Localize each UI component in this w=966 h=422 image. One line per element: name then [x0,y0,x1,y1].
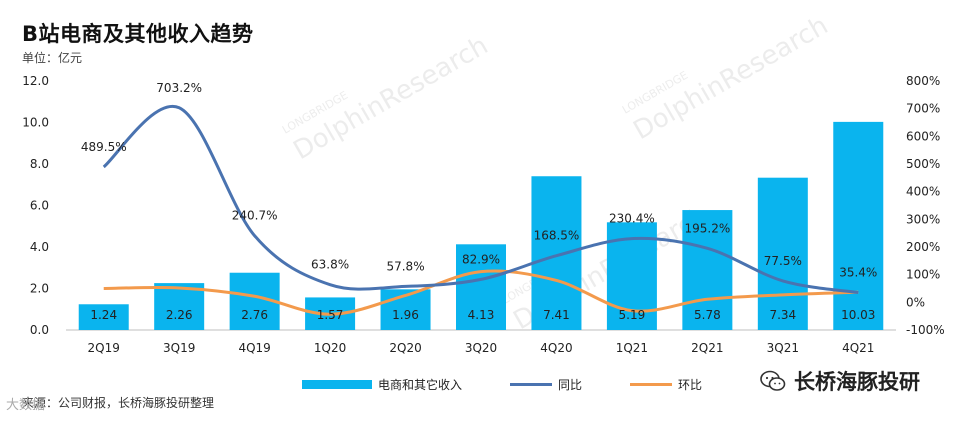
x-tick-label: 3Q21 [767,341,799,355]
chart-title: B站电商及其他收入趋势 [22,22,254,46]
x-tick-label: 4Q19 [238,341,270,355]
bar-value-label: 5.78 [694,308,721,322]
bar [78,304,129,330]
bar [682,210,733,330]
bar-value-label: 4.13 [468,308,495,322]
data-labels: 1.24 2.26 2.76 1.57 1.96 4.13 7.41 5.19 5.78 7.34… [81,81,877,322]
y-right-tick-label: 800% [906,74,940,88]
y-left-tick-label: 6.0 [30,199,49,213]
yoy-value-label: 82.9% [462,252,500,266]
yoy-value-label: 240.7% [232,209,278,223]
legend-label-yoy: 同比 [558,378,583,392]
bar-value-label: 2.76 [241,308,268,322]
legend-label-revenue: 电商和其它收入 [378,378,463,392]
y-right-tick-label: 500% [906,157,940,171]
qoq-line [103,269,859,316]
y-left-tick-label: 0.0 [30,323,49,337]
y-right-tick-label: -100% [906,323,945,337]
chart-axes: 0.0 2.0 4.0 6.0 8.0 10.0 12.0 -100% 0% 100% 200% 30… [22,74,944,355]
legend-label-qoq: 环比 [678,378,703,392]
y-right-tick-label: 0% [906,295,925,309]
yoy-value-label: 63.8% [311,258,349,272]
x-tick-label: 3Q20 [465,341,497,355]
bar-value-label: 1.96 [392,308,419,322]
brand-logo: 长桥海豚投研 [760,366,920,396]
y-right-tick-label: 100% [906,268,940,282]
legend-item-revenue: 电商和其它收入 [302,376,462,393]
y-right-tick-label: 200% [906,240,940,254]
bar [531,176,582,330]
yoy-line [102,104,859,295]
legend-item-qoq: 环比 [630,376,702,393]
bar-value-label: 7.34 [769,308,796,322]
y-right-tick-label: 300% [906,212,940,226]
x-tick-label: 2Q21 [691,341,723,355]
watermark-text-main: DolphinResearch [289,31,494,167]
y-right-tick-label: 600% [906,129,940,143]
yoy-value-label: 57.8% [386,259,424,273]
line-series [102,104,859,316]
x-tick-label: 2Q19 [88,341,120,355]
x-tick-label: 1Q21 [616,341,648,355]
bar-series [78,121,884,330]
bottom-watermark: 大数据 [6,398,46,413]
brand-name: 长桥海豚投研 [794,370,920,394]
yoy-value-label: 168.5% [534,229,580,243]
yoy-value-label: 35.4% [839,266,877,280]
y-right-tick-label: 700% [906,102,940,116]
bar-value-label: 2.26 [166,308,193,322]
bar-value-label: 10.03 [841,308,875,322]
yoy-value-label: 195.2% [684,221,730,235]
x-tick-label: 2Q20 [389,341,421,355]
bar-value-label: 1.57 [317,308,344,322]
bar-value-label: 1.24 [90,308,117,322]
bar-value-label: 7.41 [543,308,570,322]
bar [757,177,808,330]
watermark-text-main: DolphinResearch [629,11,834,147]
legend: 电商和其它收入 同比 环比 [302,376,750,393]
legend-item-yoy: 同比 [510,376,582,393]
x-tick-label: 4Q20 [540,341,572,355]
bar [833,121,884,330]
bar-value-label: 5.19 [619,308,646,322]
y-left-tick-label: 4.0 [30,240,49,254]
legend-swatch-yoy [510,383,553,386]
y-right-tick-label: 400% [906,185,940,199]
y-left-tick-label: 12.0 [22,74,49,88]
bar [456,244,506,330]
y-left-tick-label: 2.0 [30,282,49,296]
legend-swatch-qoq [630,383,673,386]
y-left-tick-label: 10.0 [22,116,49,130]
wechat-icon [760,370,786,391]
x-tick-label: 3Q19 [163,341,195,355]
y-left-tick-label: 8.0 [30,157,49,171]
yoy-value-label: 703.2% [156,81,202,95]
yoy-value-label: 489.5% [81,140,127,154]
bar [154,283,205,330]
yoy-value-label: 77.5% [764,254,802,268]
yoy-value-label: 230.4% [609,212,655,226]
x-tick-label: 1Q20 [314,341,346,355]
unit-label: 单位：亿元 [22,51,83,65]
source-note: 来源：公司财报，长桥海豚投研整理 [22,396,215,410]
legend-swatch-bar [302,380,372,389]
x-tick-label: 4Q21 [842,341,874,355]
